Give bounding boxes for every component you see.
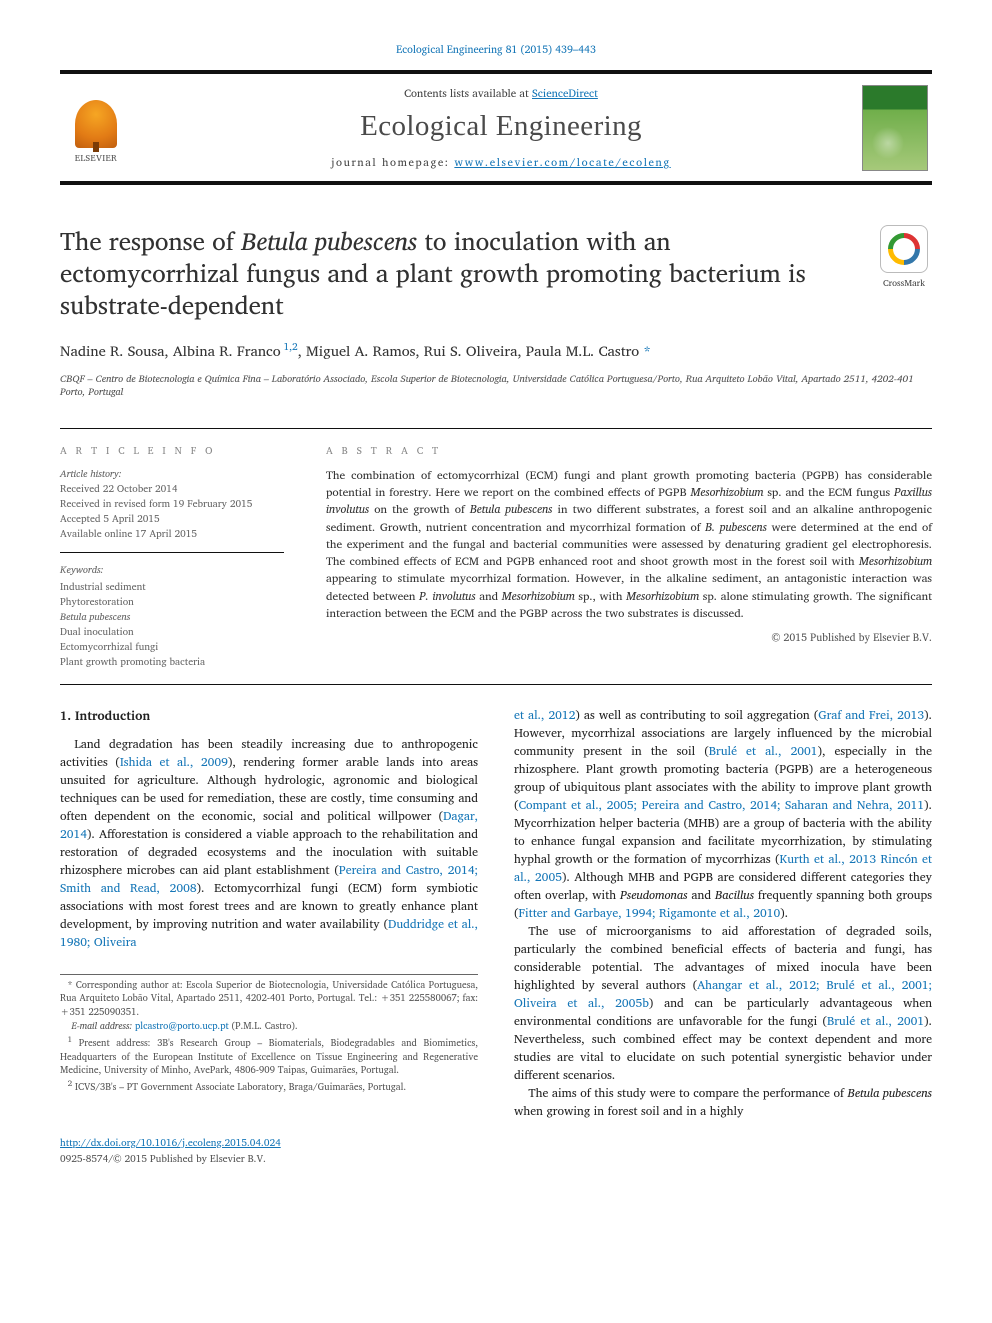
sciencedirect-link[interactable]: ScienceDirect — [532, 84, 598, 102]
history-label: Article history: — [60, 467, 284, 482]
journal-name: Ecological Engineering — [140, 110, 862, 143]
footnote-2: 2 ICVS/3B's – PT Government Associate La… — [60, 1078, 478, 1095]
column-right: et al., 2012) as well as contributing to… — [514, 707, 932, 1121]
footnotes: * Corresponding author at: Escola Superi… — [60, 974, 478, 1095]
doi-block: http://dx.doi.org/10.1016/j.ecoleng.2015… — [60, 1135, 932, 1167]
email-link[interactable]: plcastro@porto.ucp.pt — [135, 1019, 229, 1034]
affiliation: CBQF – Centro de Biotecnologia e Química… — [60, 373, 932, 400]
article-info: A R T I C L E I N F O Article history: R… — [60, 429, 300, 684]
email-suffix: (P.M.L. Castro). — [229, 1019, 298, 1034]
contents-line: Contents lists available at ScienceDirec… — [140, 84, 862, 102]
keywords-block: Keywords: Industrial sediment Phytoresto… — [60, 563, 284, 670]
history-item: Available online 17 April 2015 — [60, 527, 284, 542]
running-head-link[interactable]: Ecological Engineering 81 (2015) 439–443 — [396, 40, 596, 58]
journal-cover-thumb — [862, 85, 928, 171]
running-head: Ecological Engineering 81 (2015) 439–443 — [60, 40, 932, 58]
history-item: Accepted 5 April 2015 — [60, 512, 284, 527]
article-info-heading: A R T I C L E I N F O — [60, 443, 284, 459]
homepage-link[interactable]: www.elsevier.com/locate/ecoleng — [454, 153, 670, 171]
abstract-text: The combination of ectomycorrhizal (ECM)… — [326, 467, 932, 622]
crossmark-badge-icon — [880, 225, 928, 273]
body-paragraph: et al., 2012) as well as contributing to… — [514, 707, 932, 923]
elsevier-label: ELSEVIER — [75, 150, 117, 165]
issn-line: 0925-8574/© 2015 Published by Elsevier B… — [60, 1151, 266, 1167]
homepage-line: journal homepage: www.elsevier.com/locat… — [140, 153, 862, 171]
body-columns: 1. Introduction Land degradation has bee… — [60, 707, 932, 1121]
abstract-copyright: © 2015 Published by Elsevier B.V. — [326, 628, 932, 646]
crossmark-label: CrossMark — [876, 275, 932, 290]
intro-heading: 1. Introduction — [60, 707, 478, 726]
body-paragraph: The use of microorganisms to aid affores… — [514, 923, 932, 1085]
keyword: Industrial sediment — [60, 580, 284, 595]
email-footnote: E-mail address: plcastro@porto.ucp.pt (P… — [60, 1020, 478, 1034]
keyword: Ectomycorrhizal fungi — [60, 640, 284, 655]
author-list: Nadine R. Sousa, Albina R. Franco 1,2, M… — [60, 339, 932, 363]
doi-link[interactable]: http://dx.doi.org/10.1016/j.ecoleng.2015… — [60, 1135, 281, 1151]
body-paragraph: The aims of this study were to compare t… — [514, 1085, 932, 1121]
crossmark-widget[interactable]: CrossMark — [876, 225, 932, 290]
elsevier-tree-icon — [75, 100, 117, 148]
header-center: Contents lists available at ScienceDirec… — [140, 84, 862, 171]
keyword: Plant growth promoting bacteria — [60, 655, 284, 670]
abstract-heading: A B S T R A C T — [326, 443, 932, 459]
keywords-label: Keywords: — [60, 563, 284, 578]
footnote-1-text: Present address: 3B's Research Group – B… — [60, 1036, 478, 1079]
footnote-1: 1 Present address: 3B's Research Group –… — [60, 1034, 478, 1078]
email-label: E-mail address: — [71, 1019, 135, 1034]
publisher-block: ELSEVIER — [60, 91, 140, 165]
contents-prefix: Contents lists available at — [404, 84, 532, 102]
corresp-footnote: * Corresponding author at: Escola Superi… — [60, 979, 478, 1020]
keyword: Phytorestoration — [60, 595, 284, 610]
footnote-2-text: ICVS/3B's – PT Government Associate Labo… — [75, 1080, 406, 1095]
keyword: Betula pubescens — [60, 610, 284, 625]
article-title: The response of Betula pubescens to inoc… — [60, 225, 856, 321]
history-item: Received in revised form 19 February 201… — [60, 497, 284, 512]
elsevier-logo: ELSEVIER — [64, 91, 128, 165]
journal-header: ELSEVIER Contents lists available at Sci… — [60, 70, 932, 185]
homepage-prefix: journal homepage: — [331, 153, 454, 171]
column-left: 1. Introduction Land degradation has bee… — [60, 707, 478, 1121]
keyword: Dual inoculation — [60, 625, 284, 640]
body-paragraph: Land degradation has been steadily incre… — [60, 736, 478, 952]
section-divider — [60, 684, 932, 685]
history-item: Received 22 October 2014 — [60, 482, 284, 497]
abstract-block: A B S T R A C T The combination of ectom… — [300, 429, 932, 684]
article-history: Article history: Received 22 October 201… — [60, 467, 284, 553]
